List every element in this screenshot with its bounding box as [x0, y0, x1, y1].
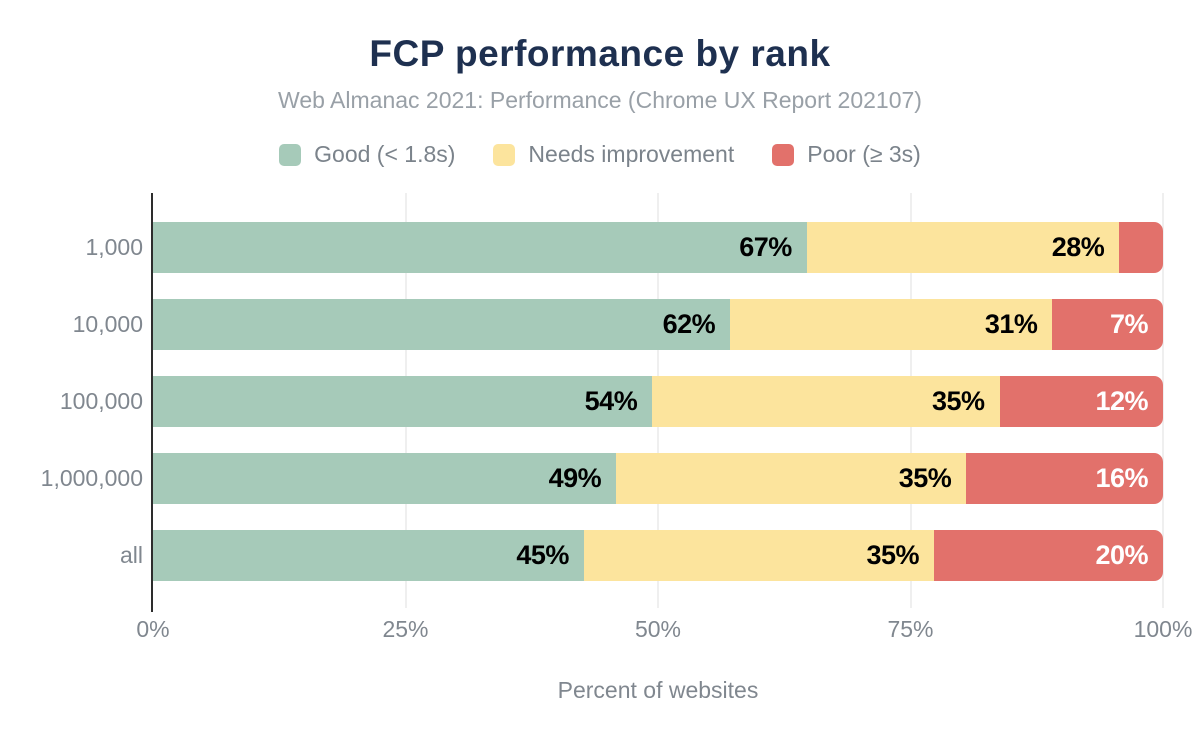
x-tick-label-75: 75% — [887, 616, 934, 642]
x-tick-label-50: 50% — [634, 616, 682, 642]
legend-label: Good (< 1.8s) — [314, 141, 456, 167]
plot-area: 67% 28% 62% 31% 7% 54% 35% 12% 49% 35% 16% 45% 35% 20… — [151, 193, 1164, 612]
bar-segment-needs-improvement: 35% — [652, 376, 1000, 427]
bar-row-10000: 62% 31% 7% — [153, 299, 1163, 350]
bar-segment-poor — [1119, 222, 1163, 273]
y-tick-label-10000: 10,000 — [72, 311, 143, 337]
bar-segment-needs-improvement: 35% — [583, 530, 934, 581]
bar-value-label: 54% — [584, 386, 638, 416]
legend-item-good: Good (< 1.8s) — [279, 141, 455, 168]
bar-value-label: 16% — [1095, 463, 1148, 493]
bar-value-label: 35% — [866, 540, 919, 570]
y-tick-label-all: all — [119, 542, 143, 568]
legend-swatch-good — [279, 143, 302, 166]
y-tick-label-100000: 100,000 — [59, 388, 143, 414]
bar-segment-needs-improvement: 28% — [806, 222, 1120, 273]
x-axis-title: Percent of websites — [557, 677, 759, 703]
legend-item-poor: Poor (≥ 3s) — [772, 141, 921, 168]
bar-segment-good: 67% — [153, 222, 807, 273]
bar-value-label: 45% — [516, 540, 569, 570]
bar-row-all: 45% 35% 20% — [153, 530, 1163, 581]
x-tick-label-25: 25% — [382, 616, 429, 642]
bar-value-label: 28% — [1051, 232, 1105, 262]
x-tick-label-100: 100% — [1133, 616, 1193, 642]
x-tick-label-0: 0% — [136, 616, 170, 642]
legend-swatch-poor — [772, 143, 795, 166]
bar-segment-poor: 7% — [1052, 299, 1163, 350]
bar-value-label: 49% — [548, 463, 602, 493]
y-tick-label-1000: 1,000 — [85, 234, 143, 260]
bar-value-label: 35% — [898, 463, 952, 493]
bar-value-label: 31% — [984, 309, 1038, 339]
gridline-100 — [1162, 193, 1164, 608]
legend-item-needs-improvement: Needs improvement — [493, 141, 734, 168]
bar-segment-needs-improvement: 35% — [616, 453, 967, 504]
legend: Good (< 1.8s) Needs improvement Poor (≥ 3s… — [0, 141, 1200, 168]
chart-subtitle: Web Almanac 2021: Performance (Chrome UX… — [278, 87, 922, 113]
bar-value-label: 62% — [662, 309, 716, 339]
legend-label: Needs improvement — [528, 141, 735, 167]
bar-row-1000000: 49% 35% 16% — [153, 453, 1163, 504]
y-axis-line — [151, 193, 153, 612]
bar-value-label: 35% — [931, 386, 985, 416]
bar-value-label: 20% — [1095, 540, 1148, 570]
bar-row-100000: 54% 35% 12% — [153, 376, 1163, 427]
chart-title: FCP performance by rank — [369, 33, 831, 74]
bar-value-label: 67% — [739, 232, 792, 262]
bar-segment-good: 45% — [153, 530, 584, 581]
bar-segment-good: 62% — [153, 299, 731, 350]
y-tick-label-1000000: 1,000,000 — [40, 465, 143, 491]
bar-row-1000: 67% 28% — [153, 222, 1163, 273]
bar-segment-poor: 20% — [933, 530, 1163, 581]
bar-segment-needs-improvement: 31% — [730, 299, 1053, 350]
bar-value-label: 7% — [1109, 309, 1149, 339]
bar-segment-poor: 16% — [966, 453, 1163, 504]
bar-segment-good: 49% — [153, 453, 617, 504]
bar-segment-good: 54% — [153, 376, 653, 427]
legend-swatch-needs-improvement — [493, 143, 516, 166]
legend-label: Poor (≥ 3s) — [807, 141, 921, 167]
bar-value-label: 12% — [1095, 386, 1148, 416]
bar-segment-poor: 12% — [999, 376, 1163, 427]
